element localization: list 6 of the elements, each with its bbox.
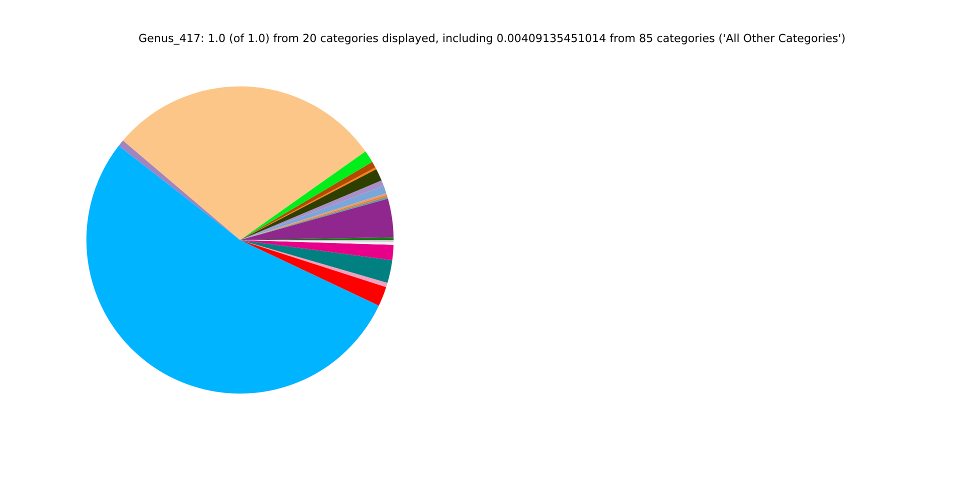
pie-slice — [122, 86, 366, 240]
pie-slice — [240, 240, 386, 306]
text: Genus_417: 1.0 (of 1.0) from 20 categories displayed, including 0.00409135451014 from 85 categories ('All Other Categories') — [139, 34, 845, 45]
pie-slice — [86, 146, 379, 394]
pie-slice — [240, 240, 394, 260]
pie-slice — [118, 140, 240, 240]
